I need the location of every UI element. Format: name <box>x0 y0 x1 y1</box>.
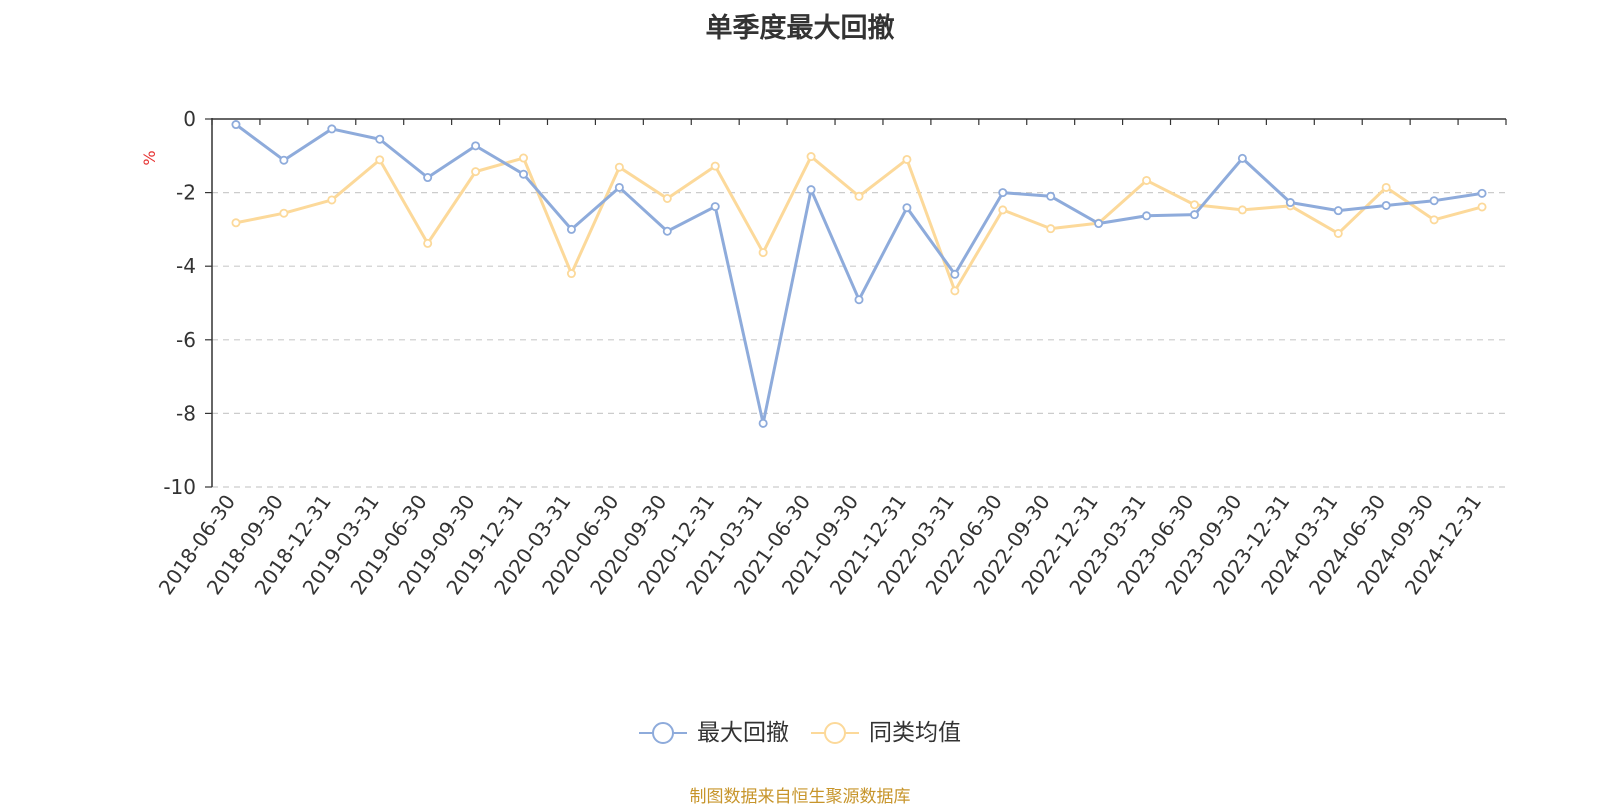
data-point <box>710 202 720 212</box>
data-point <box>854 295 864 305</box>
y-tick-label: -2 <box>176 181 196 205</box>
data-point <box>1142 175 1152 185</box>
data-point <box>471 141 481 151</box>
data-point <box>471 167 481 177</box>
data-point <box>519 169 529 179</box>
legend-label: 同类均值 <box>869 720 961 746</box>
data-point <box>902 154 912 164</box>
data-point <box>1237 205 1247 215</box>
data-point <box>375 134 385 144</box>
data-point <box>1046 191 1056 201</box>
data-point <box>1189 210 1199 220</box>
legend: 最大回撤 同类均值 <box>0 720 1600 746</box>
series-line-max-drawdown <box>235 123 1483 425</box>
data-point <box>423 238 433 248</box>
data-point <box>1094 219 1104 229</box>
data-point <box>279 155 289 165</box>
y-axis-label: % <box>140 150 159 165</box>
data-point <box>519 153 529 163</box>
data-point <box>375 155 385 165</box>
legend-item-peer-average[interactable]: 同类均值 <box>811 720 961 746</box>
y-tick-label: 0 <box>183 107 196 131</box>
data-point <box>1333 206 1343 216</box>
legend-item-max-drawdown[interactable]: 最大回撤 <box>639 720 789 746</box>
legend-marker-icon <box>811 722 859 744</box>
data-point <box>950 269 960 279</box>
data-point <box>231 120 241 130</box>
data-point <box>1046 224 1056 234</box>
data-point <box>902 203 912 213</box>
data-point <box>758 248 768 258</box>
data-point <box>854 191 864 201</box>
data-point <box>614 182 624 192</box>
tick-labels: 0-2-4-6-8-10%2018-06-302018-09-302018-12… <box>140 107 1486 599</box>
series-lines <box>231 120 1487 428</box>
data-point <box>710 161 720 171</box>
data-point <box>327 195 337 205</box>
data-point <box>1142 211 1152 221</box>
chart-title: 单季度最大回撤 <box>705 13 895 44</box>
data-point <box>423 173 433 183</box>
y-tick-label: -6 <box>176 328 196 352</box>
data-point <box>1381 182 1391 192</box>
data-point <box>566 269 576 279</box>
data-source-note: 制图数据来自恒生聚源数据库 <box>689 787 911 807</box>
data-point <box>662 193 672 203</box>
data-point <box>806 152 816 162</box>
data-point <box>231 218 241 228</box>
data-point <box>1189 200 1199 210</box>
data-point <box>1477 188 1487 198</box>
data-point <box>758 418 768 428</box>
data-point <box>614 162 624 172</box>
data-point <box>279 208 289 218</box>
data-point <box>1429 215 1439 225</box>
data-point <box>1477 202 1487 212</box>
data-point <box>1429 196 1439 206</box>
legend-marker-icon <box>639 722 687 744</box>
data-point <box>998 205 1008 215</box>
data-point <box>998 188 1008 198</box>
legend-label: 最大回撤 <box>697 720 789 746</box>
y-tick-label: -10 <box>163 475 196 499</box>
data-point <box>1333 228 1343 238</box>
gridlines <box>212 192 1506 488</box>
data-point <box>950 286 960 296</box>
data-point <box>1237 153 1247 163</box>
axes <box>205 118 1507 488</box>
data-point <box>806 185 816 195</box>
data-point <box>327 124 337 134</box>
data-point <box>662 226 672 236</box>
y-tick-label: -4 <box>176 254 196 278</box>
series-line-peer-average <box>235 155 1483 293</box>
data-point <box>1381 200 1391 210</box>
data-point <box>1285 198 1295 208</box>
data-point <box>566 224 576 234</box>
y-tick-label: -8 <box>176 401 196 425</box>
